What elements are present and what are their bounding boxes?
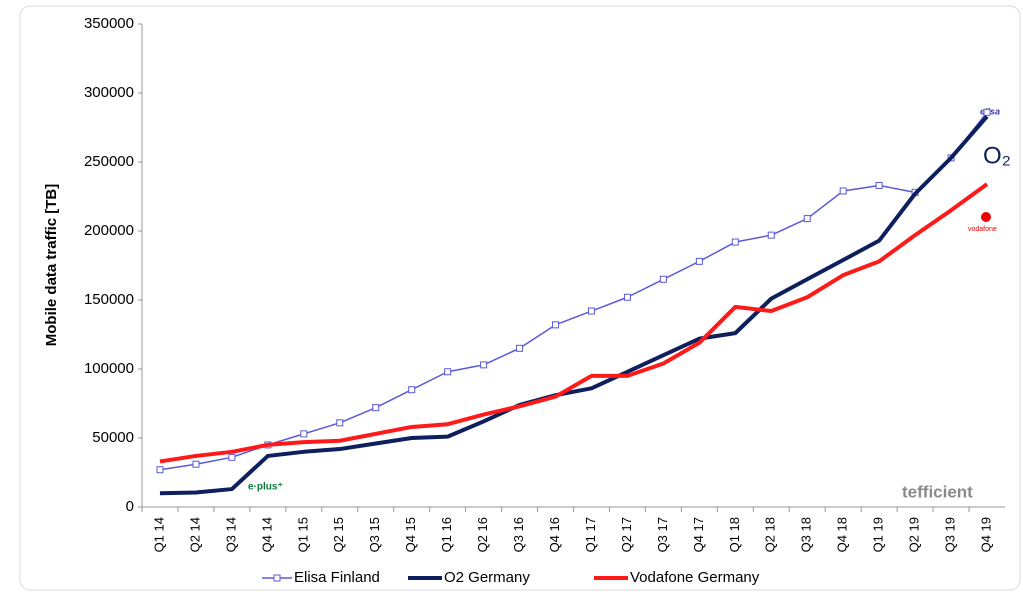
- x-tick-label: Q2 14: [187, 517, 202, 552]
- x-tick-label: Q3 16: [511, 517, 526, 552]
- y-tick-label: 50000: [92, 429, 134, 446]
- x-tick-label: Q3 15: [367, 517, 382, 552]
- point: [372, 404, 380, 412]
- logo-vodafone: vodafone: [968, 226, 997, 233]
- x-tick-label: Q1 15: [295, 517, 310, 552]
- point: [552, 321, 560, 329]
- x-tick-label: Q3 17: [655, 517, 670, 552]
- point: [623, 293, 631, 301]
- x-tick-label: Q4 17: [691, 517, 706, 552]
- x-tick-label: Q1 19: [871, 517, 886, 552]
- y-tick-label: 250000: [84, 153, 134, 170]
- x-tick-label: Q3 14: [223, 517, 238, 552]
- x-tick-label: Q1 18: [727, 517, 742, 552]
- logo-tefficient: tefficient: [902, 482, 973, 501]
- point: [156, 466, 164, 474]
- x-tick-label: Q4 16: [547, 517, 562, 552]
- point: [803, 215, 811, 223]
- point: [516, 344, 524, 352]
- y-tick-label: 100000: [84, 360, 134, 377]
- point: [228, 453, 236, 461]
- y-tick-label: 350000: [84, 15, 134, 32]
- y-tick-label: 0: [126, 498, 134, 515]
- x-tick-label: Q2 18: [763, 517, 778, 552]
- x-tick-label: Q3 18: [799, 517, 814, 552]
- x-tick-label: Q2 15: [331, 517, 346, 552]
- line-2: [159, 182, 989, 464]
- line-1: [159, 115, 989, 496]
- y-axis-label: Mobile data traffic [TB]: [43, 184, 60, 347]
- frame: [19, 5, 1021, 591]
- x-tick-label: Q2 17: [619, 517, 634, 552]
- point: [587, 307, 595, 315]
- point: [336, 419, 344, 427]
- x-tick-label: Q2 16: [475, 517, 490, 552]
- logo-vodafone-icon: [981, 212, 991, 222]
- legend-label: Elisa Finland: [294, 569, 380, 586]
- point: [444, 368, 452, 376]
- legend-label: Vodafone Germany: [630, 569, 760, 586]
- point: [767, 231, 775, 239]
- x-tick-label: Q1 16: [439, 517, 454, 552]
- point: [192, 460, 200, 468]
- point: [875, 181, 883, 189]
- x-tick-label: Q4 18: [835, 517, 850, 552]
- point: [480, 361, 488, 369]
- x-tick-label: Q1 14: [151, 517, 166, 552]
- line-0: [159, 111, 988, 471]
- x-tick-label: Q1 17: [583, 517, 598, 552]
- point: [731, 238, 739, 246]
- x-tick-label: Q4 19: [978, 517, 993, 552]
- x-tick-label: Q3 19: [943, 517, 958, 552]
- y-tick-label: 150000: [84, 291, 134, 308]
- point: [659, 275, 667, 283]
- point: [695, 257, 703, 265]
- logo-eplus: e·plus⁺: [248, 482, 283, 493]
- x-tick-label: Q4 14: [259, 517, 274, 552]
- y-tick-label: 300000: [84, 84, 134, 101]
- x-tick-label: Q2 19: [907, 517, 922, 552]
- point: [408, 386, 416, 394]
- legend-marker: [273, 574, 281, 582]
- y-tick-label: 200000: [84, 222, 134, 239]
- point: [300, 430, 308, 438]
- legend-label: O2 Germany: [444, 569, 530, 586]
- logo-o2: O₂: [983, 142, 1011, 169]
- point: [839, 187, 847, 195]
- point: [983, 108, 991, 116]
- x-tick-label: Q4 15: [403, 517, 418, 552]
